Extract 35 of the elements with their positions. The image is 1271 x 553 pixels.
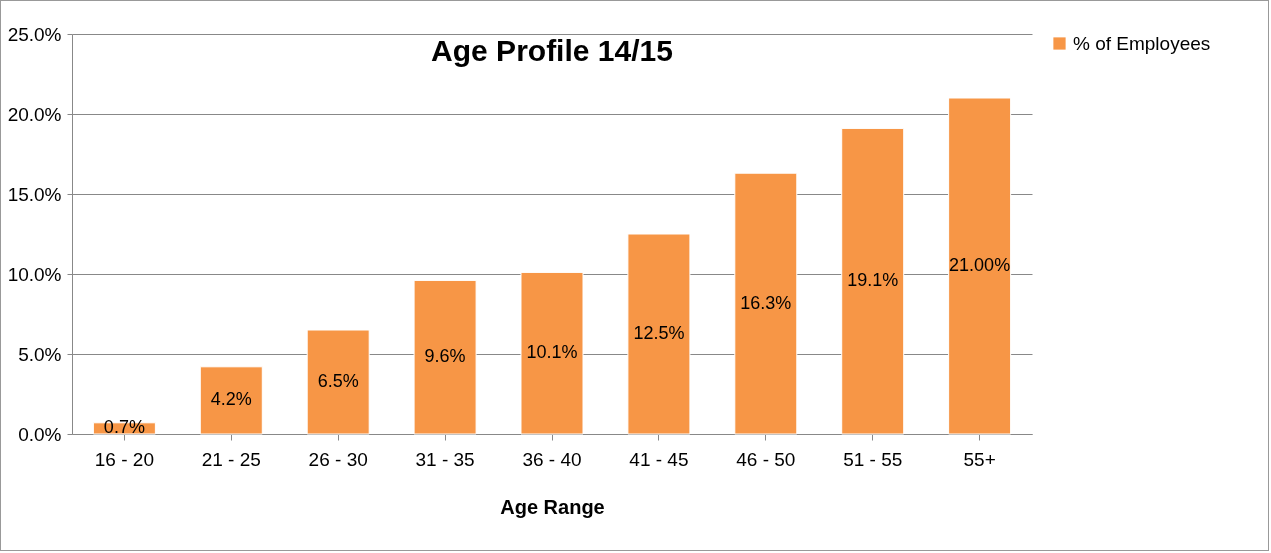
x-tick-label: 55+: [963, 448, 996, 470]
chart-title: Age Profile 14/15: [431, 34, 673, 67]
x-tick-label: 41 - 45: [629, 448, 689, 470]
bar: [627, 233, 691, 435]
y-tick-label: 20.0%: [7, 103, 62, 125]
y-tick-label: 15.0%: [7, 183, 62, 205]
x-tick-label: 26 - 30: [308, 448, 368, 470]
x-tick-label: 46 - 50: [736, 448, 796, 470]
bar: [520, 271, 584, 435]
bar: [948, 97, 1012, 435]
y-tick-label: 0.0%: [18, 423, 62, 445]
y-tick-label: 5.0%: [18, 343, 62, 365]
y-tick-label: 25.0%: [7, 23, 62, 45]
x-tick-label: 36 - 40: [522, 448, 582, 470]
bar: [199, 366, 263, 435]
data-label: 19.1%: [847, 270, 899, 291]
bar: [841, 127, 905, 435]
legend-label: % of Employees: [1073, 32, 1211, 54]
data-label: 4.2%: [210, 389, 252, 410]
data-label: 10.1%: [526, 342, 578, 363]
x-axis-title: Age Range: [500, 495, 605, 518]
x-tick-label: 16 - 20: [94, 448, 154, 470]
data-label: 0.7%: [103, 417, 145, 438]
data-label: 6.5%: [317, 371, 359, 391]
bar: [734, 172, 798, 435]
bar: [413, 279, 477, 435]
bar: [306, 329, 370, 435]
data-label: 21.00%: [949, 255, 1011, 275]
data-label: 12.5%: [633, 323, 685, 343]
x-tick-label: 51 - 55: [843, 448, 903, 470]
x-tick-label: 21 - 25: [201, 448, 261, 470]
data-label: 9.6%: [424, 346, 466, 367]
data-label: 16.3%: [740, 292, 792, 313]
x-tick-label: 31 - 35: [415, 448, 475, 470]
y-tick-label: 10.0%: [7, 263, 62, 285]
